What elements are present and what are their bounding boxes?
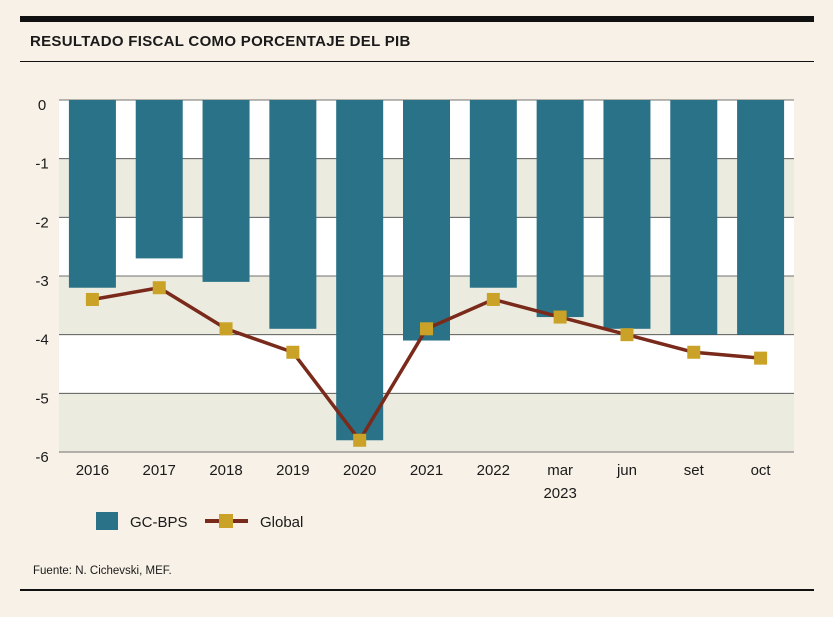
x-tick-label: 2021 xyxy=(410,462,443,479)
bar-oct xyxy=(737,100,785,335)
y-axis-ticks: 0 -1 -2 -3 -4 -5 -6 xyxy=(35,97,48,466)
point-global-mar xyxy=(553,310,567,324)
legend-label-gc-bps: GC-BPS xyxy=(130,514,188,531)
legend-swatch-global-marker xyxy=(219,514,233,528)
point-global-2016 xyxy=(85,292,99,306)
point-global-set xyxy=(687,345,701,359)
title-rule xyxy=(20,61,814,62)
bar-set xyxy=(670,100,718,335)
x-tick-sublabel: 2023 xyxy=(543,485,576,502)
legend: GC-BPS Global xyxy=(96,512,303,531)
bar-2019 xyxy=(269,100,317,329)
y-tick-label: -6 xyxy=(35,449,48,466)
x-tick-label: 2018 xyxy=(209,462,242,479)
bar-2021 xyxy=(403,100,450,341)
x-tick-label: 2020 xyxy=(343,462,376,479)
x-tick-label: 2016 xyxy=(76,462,109,479)
x-tick-label: 2017 xyxy=(143,462,176,479)
x-tick-label: oct xyxy=(751,462,772,479)
point-global-2017 xyxy=(152,281,166,295)
legend-swatch-gc-bps xyxy=(96,512,118,530)
y-tick-label: -4 xyxy=(35,332,48,349)
x-axis-ticks: 2016 2017 2018 2019 2020 2021 2022 mar 2023 jun se… xyxy=(76,462,772,502)
top-rule xyxy=(20,16,814,22)
x-tick-label: jun xyxy=(616,462,637,479)
y-tick-label: 0 xyxy=(38,97,46,114)
point-global-2021 xyxy=(420,322,433,336)
x-tick-label: 2019 xyxy=(276,462,309,479)
bar-mar xyxy=(536,100,584,318)
legend-label-global: Global xyxy=(260,514,303,531)
y-tick-label: -5 xyxy=(35,390,48,407)
point-global-2018 xyxy=(219,322,233,336)
y-tick-label: -2 xyxy=(35,214,48,231)
bar-2020 xyxy=(336,100,384,441)
chart-title: RESULTADO FISCAL COMO PORCENTAJE DEL PIB xyxy=(30,33,411,50)
y-tick-label: -1 xyxy=(35,156,48,173)
point-global-jun xyxy=(620,328,634,342)
bar-jun xyxy=(603,100,651,329)
x-tick-label: mar xyxy=(547,462,573,479)
x-tick-label: set xyxy=(684,462,705,479)
bar-2022 xyxy=(469,100,517,288)
point-global-2019 xyxy=(286,345,300,359)
y-tick-label: -3 xyxy=(35,273,48,290)
bottom-rule xyxy=(20,589,814,591)
bar-series-gc-bps xyxy=(68,100,785,441)
plot-band xyxy=(59,334,794,394)
source-note: Fuente: N. Cichevski, MEF. xyxy=(33,565,172,577)
line-series-global xyxy=(85,281,768,447)
point-global-2022 xyxy=(486,292,500,306)
point-global-2020 xyxy=(353,433,367,447)
point-global-oct xyxy=(754,351,768,365)
plot-band xyxy=(59,393,794,452)
bar-2018 xyxy=(202,100,250,282)
bar-2016 xyxy=(68,100,116,288)
bar-2017 xyxy=(135,100,183,259)
x-tick-label: 2022 xyxy=(477,462,510,479)
